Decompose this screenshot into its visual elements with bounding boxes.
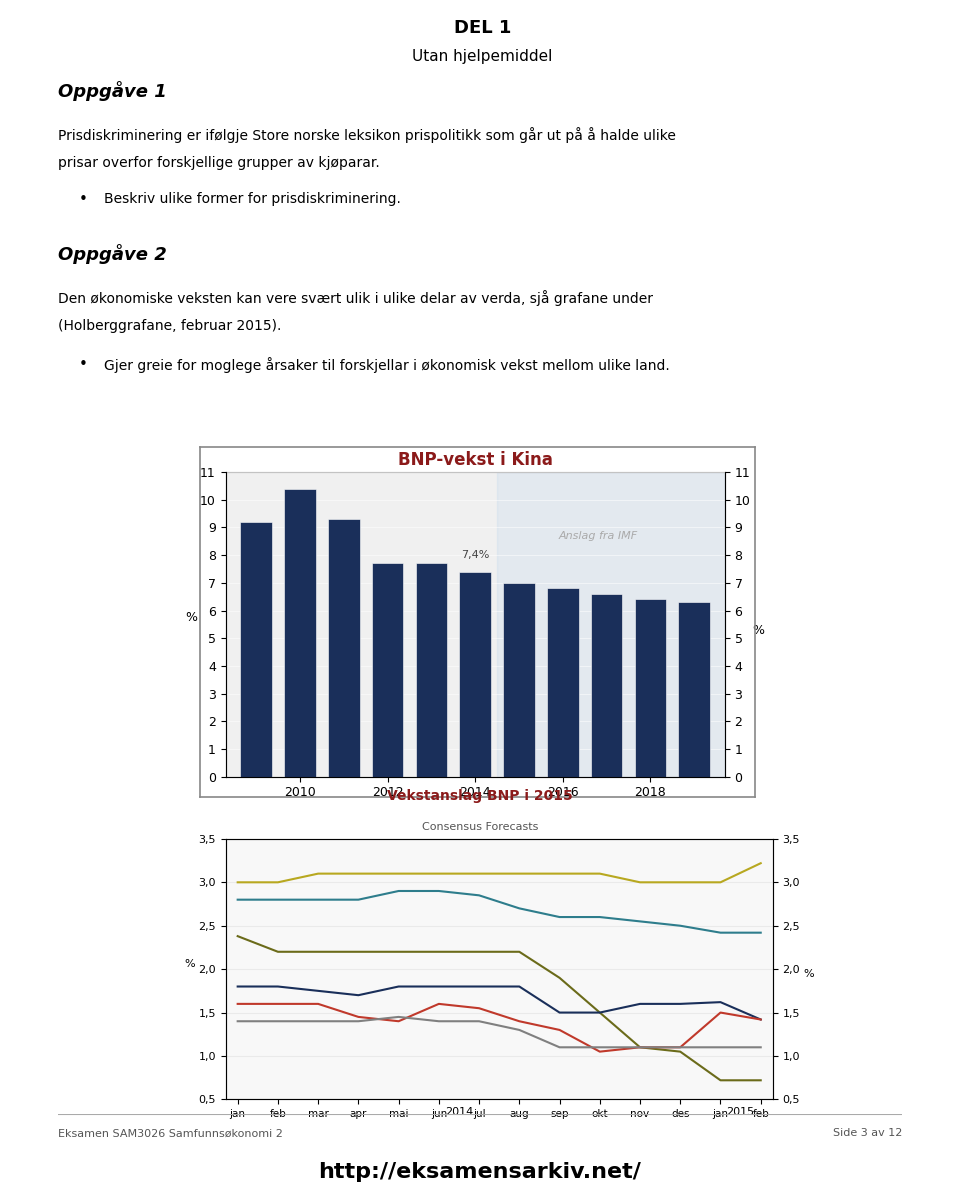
Text: 7,4%: 7,4% — [461, 550, 490, 560]
Text: Beskriv ulike former for prisdiskriminering.: Beskriv ulike former for prisdiskriminer… — [104, 192, 401, 207]
Text: 2015: 2015 — [727, 1108, 755, 1117]
Text: Prisdiskriminering er ifølgje Store norske leksikon prispolitikk som går ut på å: Prisdiskriminering er ifølgje Store nors… — [58, 128, 676, 143]
Text: Oppgåve 1: Oppgåve 1 — [58, 81, 166, 102]
Text: Den økonomiske veksten kan vere svært ulik i ulike delar av verda, sjå grafane u: Den økonomiske veksten kan vere svært ul… — [58, 290, 653, 306]
Text: http://eksamensarkiv.net/: http://eksamensarkiv.net/ — [319, 1162, 641, 1182]
Title: BNP-vekst i Kina: BNP-vekst i Kina — [397, 451, 553, 470]
Text: Oppgåve 2: Oppgåve 2 — [58, 244, 166, 264]
Bar — [328, 519, 360, 777]
Bar — [503, 583, 535, 777]
Text: Anslag fra IMF: Anslag fra IMF — [559, 531, 637, 540]
Text: (Holberggrafane, februar 2015).: (Holberggrafane, februar 2015). — [58, 319, 281, 332]
Bar — [590, 594, 622, 777]
Bar — [416, 564, 447, 777]
Y-axis label: %: % — [804, 969, 814, 979]
Text: •: • — [79, 357, 87, 372]
Text: Eksamen SAM3026 Samfunnsøkonomi 2: Eksamen SAM3026 Samfunnsøkonomi 2 — [58, 1128, 282, 1139]
Text: DEL 1: DEL 1 — [454, 19, 511, 37]
Y-axis label: %: % — [753, 625, 765, 637]
Bar — [241, 522, 272, 777]
Text: prisar overfor forskjellige grupper av kjøparar.: prisar overfor forskjellige grupper av k… — [58, 157, 379, 170]
Text: 2014: 2014 — [444, 1108, 473, 1117]
Bar — [679, 602, 709, 777]
Bar — [372, 564, 403, 777]
Text: Utan hjelpemiddel: Utan hjelpemiddel — [412, 49, 553, 63]
Bar — [547, 588, 579, 777]
Bar — [497, 472, 725, 777]
Y-axis label: %: % — [184, 960, 195, 969]
Text: Gjer greie for moglege årsaker til forskjellar i økonomisk vekst mellom ulike la: Gjer greie for moglege årsaker til forsk… — [104, 357, 670, 373]
Y-axis label: %: % — [185, 612, 198, 625]
Bar — [460, 571, 491, 777]
Text: •: • — [79, 192, 87, 208]
Bar — [284, 489, 316, 777]
Bar — [635, 600, 666, 777]
Text: Consensus Forecasts: Consensus Forecasts — [421, 822, 539, 833]
Text: Side 3 av 12: Side 3 av 12 — [833, 1128, 902, 1139]
Text: Vekstanslag BNP i 2015: Vekstanslag BNP i 2015 — [387, 789, 573, 803]
